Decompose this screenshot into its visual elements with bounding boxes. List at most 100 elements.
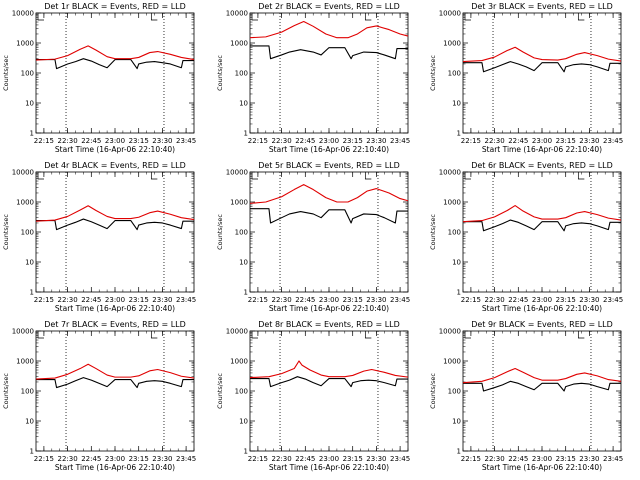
y-tick-label: 100 (448, 70, 461, 78)
x-tick-label: 23:00 (105, 455, 125, 463)
x-tick-label: 23:15 (129, 137, 149, 145)
x-tick-label: 23:45 (390, 137, 410, 145)
y-tick-label: 100 (235, 70, 248, 78)
x-tick-label: 22:30 (485, 137, 505, 145)
x-tick-label: 22:45 (81, 137, 101, 145)
series-line-events (463, 380, 621, 392)
y-tick-label: 1000 (230, 358, 248, 366)
y-axis-label: Counts/sec (216, 55, 224, 91)
y-axis-label: Counts/sec (429, 373, 437, 409)
detector-panel-1: Det 1r BLACK = Events, RED = LLD 1 10 100 10… (2, 2, 196, 154)
y-tick-label: 1000 (16, 358, 34, 366)
x-tick-label: 22:15 (461, 296, 481, 304)
y-tick-label: 1000 (16, 40, 34, 48)
x-tick-label: 22:15 (461, 137, 481, 145)
y-tick-label: 10000 (226, 328, 248, 336)
x-tick-label: 22:15 (248, 137, 268, 145)
y-tick-label: 10 (452, 100, 461, 108)
x-tick-label: 22:15 (248, 455, 268, 463)
series-line-lld (462, 46, 622, 63)
series-line-events (463, 219, 621, 232)
x-tick-label: 22:45 (295, 137, 315, 145)
x-axis-label: Start Time (16-Apr-06 22:10:40) (55, 304, 175, 313)
y-tick-label: 1 (30, 289, 34, 297)
y-axis-label: Counts/sec (429, 55, 437, 91)
x-tick-label: 22:15 (248, 296, 268, 304)
x-tick-label: 23:30 (152, 137, 172, 145)
detector-panel-3: Det 3r BLACK = Events, RED = LLD 1 10 100 10… (429, 2, 623, 154)
x-tick-label: 23:15 (343, 455, 363, 463)
x-tick-label: 23:15 (129, 455, 149, 463)
x-tick-label: 23:45 (390, 455, 410, 463)
y-tick-label: 1 (457, 448, 461, 456)
y-axis-label: Counts/sec (216, 214, 224, 250)
y-tick-label: 1000 (443, 358, 461, 366)
interval-bracket-mark (577, 13, 585, 21)
x-tick-label: 22:45 (508, 137, 528, 145)
interval-bracket-mark (364, 331, 372, 339)
x-tick-label: 22:30 (58, 137, 78, 145)
interval-bracket-mark (37, 172, 44, 180)
x-tick-label: 22:15 (34, 137, 54, 145)
x-tick-label: 22:45 (295, 455, 315, 463)
series-line-lld (249, 184, 409, 204)
detector-panel-9: Det 9r BLACK = Events, RED = LLD 1 10 100 10… (429, 320, 623, 472)
x-tick-label: 23:15 (343, 296, 363, 304)
x-tick-label: 22:30 (272, 137, 292, 145)
series-line-events (250, 208, 408, 224)
y-tick-label: 100 (21, 388, 34, 396)
interval-bracket-mark (577, 172, 585, 180)
series-line-lld (249, 360, 409, 379)
detector-panel-2: Det 2r BLACK = Events, RED = LLD 1 10 100 10… (216, 2, 410, 154)
interval-bracket-mark (150, 331, 158, 339)
plot-frame (35, 171, 195, 293)
x-tick-label: 23:00 (319, 137, 339, 145)
panel-title: Det 8r BLACK = Events, RED = LLD (258, 320, 400, 329)
y-tick-label: 10 (25, 100, 34, 108)
x-tick-label: 23:15 (129, 296, 149, 304)
x-axis-label: Start Time (16-Apr-06 22:10:40) (55, 463, 175, 472)
y-axis-label: Counts/sec (2, 214, 10, 250)
y-axis-label: Counts/sec (429, 214, 437, 250)
x-tick-label: 23:00 (319, 455, 339, 463)
y-tick-label: 100 (448, 229, 461, 237)
y-tick-label: 10 (239, 259, 248, 267)
y-tick-label: 10000 (226, 10, 248, 18)
x-tick-label: 23:00 (319, 296, 339, 304)
y-tick-label: 10000 (226, 169, 248, 177)
detector-panel-5: Det 5r BLACK = Events, RED = LLD 1 10 100 10… (216, 161, 410, 313)
x-tick-label: 22:15 (461, 455, 481, 463)
y-tick-label: 1000 (16, 199, 34, 207)
x-tick-label: 22:45 (295, 296, 315, 304)
y-tick-label: 10 (25, 418, 34, 426)
x-tick-label: 22:45 (508, 455, 528, 463)
y-tick-label: 100 (21, 70, 34, 78)
series-line-events (36, 377, 194, 389)
panel-title: Det 9r BLACK = Events, RED = LLD (471, 320, 613, 329)
detector-panel-6: Det 6r BLACK = Events, RED = LLD 1 10 100 10… (429, 161, 623, 313)
plot-frame (249, 171, 409, 293)
y-axis-label: Counts/sec (2, 373, 10, 409)
interval-bracket-mark (150, 13, 158, 21)
plot-frame (462, 12, 622, 134)
interval-bracket-mark (577, 331, 585, 339)
series-line-lld (35, 45, 195, 61)
y-tick-label: 10000 (439, 169, 461, 177)
y-tick-label: 1 (30, 448, 34, 456)
x-tick-label: 22:30 (272, 455, 292, 463)
panel-title: Det 2r BLACK = Events, RED = LLD (258, 2, 400, 11)
x-tick-label: 23:30 (579, 296, 599, 304)
interval-bracket-mark (150, 172, 158, 180)
interval-bracket-mark (251, 331, 258, 339)
x-tick-label: 23:15 (556, 455, 576, 463)
x-tick-label: 22:30 (58, 296, 78, 304)
x-tick-label: 23:45 (176, 296, 196, 304)
panel-title: Det 6r BLACK = Events, RED = LLD (471, 161, 613, 170)
x-tick-label: 23:30 (579, 455, 599, 463)
interval-bracket-mark (251, 172, 258, 180)
x-tick-label: 22:45 (508, 296, 528, 304)
x-axis-label: Start Time (16-Apr-06 22:10:40) (269, 463, 389, 472)
x-tick-label: 23:15 (343, 137, 363, 145)
x-tick-label: 23:45 (603, 296, 623, 304)
